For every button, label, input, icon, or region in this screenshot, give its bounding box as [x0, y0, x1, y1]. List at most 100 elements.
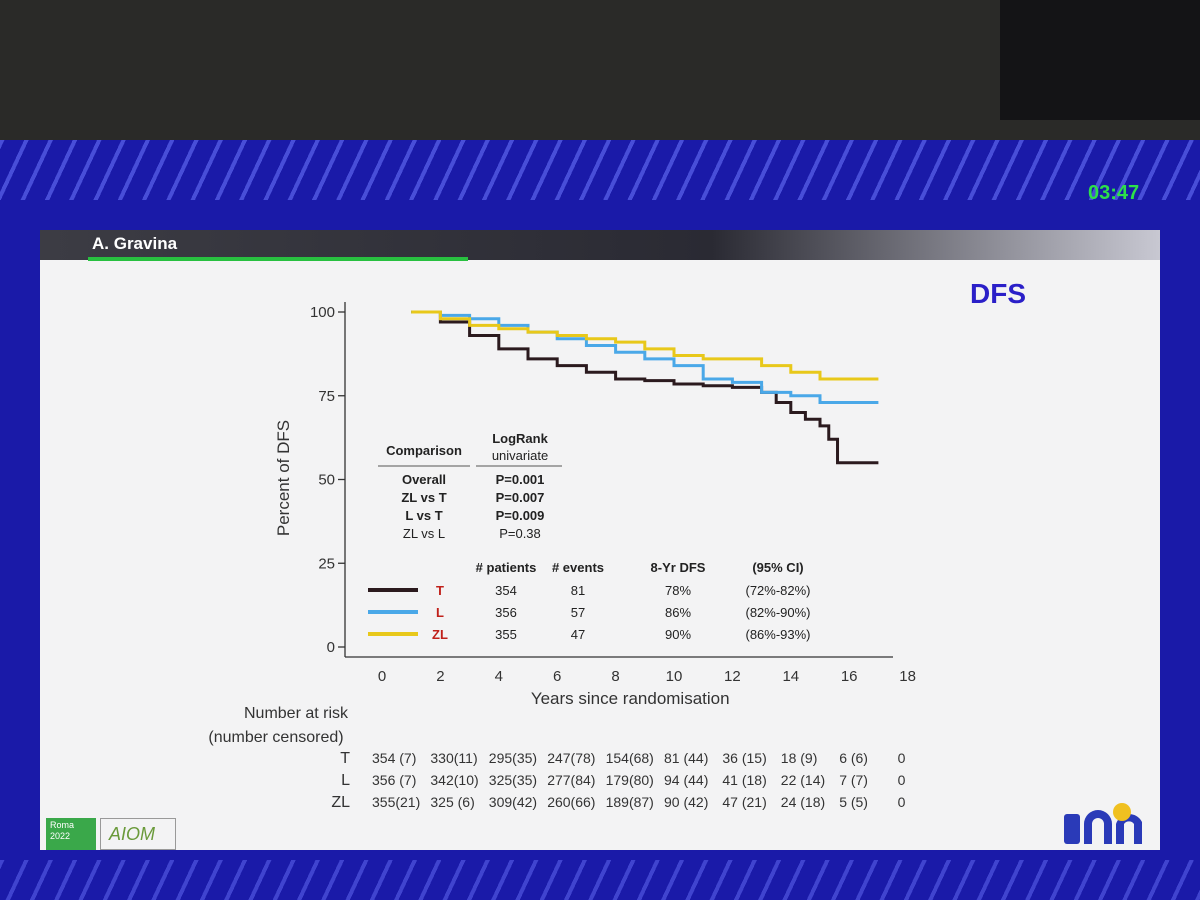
- society-logo: AIOM: [100, 818, 176, 850]
- event-logo: Roma 2022: [46, 818, 96, 850]
- summary-header: 8-Yr DFS: [651, 560, 706, 575]
- x-tick-label: 10: [666, 668, 683, 685]
- comparison-row-label: ZL vs L: [403, 526, 445, 541]
- risk-cell: 247(78): [547, 750, 595, 766]
- risk-cell: 7 (7): [839, 772, 868, 788]
- risk-cell: 0: [898, 794, 906, 810]
- x-tick-label: 2: [436, 668, 444, 685]
- slide-header-bar: [40, 230, 1160, 260]
- comparison-row-pvalue: P=0.007: [496, 490, 545, 505]
- y-tick-label: 100: [310, 304, 335, 321]
- risk-cell: 189(87): [606, 794, 654, 810]
- comparison-header: Comparison: [386, 443, 462, 458]
- y-tick-label: 50: [318, 472, 335, 489]
- y-tick-label: 0: [327, 639, 335, 656]
- risk-subtitle: (number censored): [208, 729, 343, 746]
- chart-curves: [411, 310, 879, 465]
- comparison-row-label: Overall: [402, 472, 446, 487]
- summary-cell: 47: [571, 627, 585, 642]
- x-tick-label: 14: [782, 668, 799, 685]
- y-tick-label: 75: [318, 388, 335, 405]
- legend-label: ZL: [432, 627, 448, 642]
- summary-cell: 78%: [665, 583, 691, 598]
- risk-cell: 47 (21): [722, 794, 766, 810]
- km-curve-l: [411, 310, 879, 404]
- risk-row-label: L: [341, 772, 350, 789]
- chart-axes: 0 25 50 75 100 0 2 4 6 8 10 12 14 16 18 Years since ran…: [274, 302, 916, 708]
- session-timer: 03:47: [1088, 182, 1140, 204]
- x-tick-label: 6: [553, 668, 561, 685]
- risk-title: Number at risk: [244, 705, 349, 722]
- risk-cell: 342(10): [430, 772, 478, 788]
- x-tick-label: 12: [724, 668, 741, 685]
- slide-title: DFS: [970, 278, 1026, 309]
- summary-cell: 356: [495, 605, 517, 620]
- summary-cell: 355: [495, 627, 517, 642]
- decorative-stripes-top: [0, 140, 1200, 200]
- summary-header: # events: [552, 560, 604, 575]
- chart-tables: Comparison LogRank univariate Overall P=0.00…: [368, 431, 811, 642]
- risk-cell: 355(21): [372, 794, 420, 810]
- summary-cell: 81: [571, 583, 585, 598]
- risk-cell: 356 (7): [372, 772, 416, 788]
- summary-cell: 57: [571, 605, 585, 620]
- y-axis-title: Percent of DFS: [274, 420, 293, 536]
- risk-cell: 94 (44): [664, 772, 708, 788]
- risk-cell: 0: [898, 750, 906, 766]
- number-at-risk-table: Number at risk (number censored) T 354 (7) 3…: [208, 705, 905, 811]
- summary-cell: (82%-90%): [745, 605, 810, 620]
- comparison-row-pvalue: P=0.38: [499, 526, 541, 541]
- header-accent-line: [88, 257, 468, 261]
- km-curve-t: [411, 310, 879, 465]
- projection-screen: 03:47 A. Gravina DFS Roma 2022 AIOM: [0, 140, 1200, 900]
- speaker-name: A. Gravina: [92, 234, 178, 253]
- km-curve-zl: [411, 310, 879, 381]
- summary-cell: 86%: [665, 605, 691, 620]
- x-axis-title: Years since randomisation: [531, 689, 730, 708]
- risk-cell: 277(84): [547, 772, 595, 788]
- summary-cell: 354: [495, 583, 517, 598]
- risk-cell: 18 (9): [781, 750, 818, 766]
- logrank-header: LogRank: [492, 431, 548, 446]
- summary-cell: 90%: [665, 627, 691, 642]
- risk-cell: 295(35): [489, 750, 537, 766]
- risk-row-label: ZL: [331, 794, 350, 811]
- legend-label: L: [436, 605, 444, 620]
- risk-cell: 5 (5): [839, 794, 868, 810]
- legend-label: T: [436, 583, 444, 598]
- summary-header: # patients: [476, 560, 537, 575]
- risk-cell: 260(66): [547, 794, 595, 810]
- slide: [40, 230, 1160, 850]
- comparison-row-pvalue: P=0.009: [496, 508, 545, 523]
- decorative-stripes-bottom: [0, 860, 1200, 900]
- risk-cell: 41 (18): [722, 772, 766, 788]
- x-tick-label: 0: [378, 668, 386, 685]
- risk-cell: 24 (18): [781, 794, 825, 810]
- conference-logo-icon: [1064, 803, 1142, 844]
- comparison-row-pvalue: P=0.001: [496, 472, 545, 487]
- x-tick-label: 4: [495, 668, 503, 685]
- risk-cell: 354 (7): [372, 750, 416, 766]
- risk-cell: 90 (42): [664, 794, 708, 810]
- risk-cell: 22 (14): [781, 772, 825, 788]
- x-tick-label: 16: [841, 668, 858, 685]
- summary-header: (95% CI): [752, 560, 803, 575]
- room-background-right: [1000, 0, 1200, 120]
- risk-cell: 325 (6): [430, 794, 474, 810]
- risk-cell: 6 (6): [839, 750, 868, 766]
- comparison-row-label: L vs T: [405, 508, 442, 523]
- summary-cell: (72%-82%): [745, 583, 810, 598]
- risk-cell: 0: [898, 772, 906, 788]
- risk-row-label: T: [340, 750, 350, 767]
- y-tick-label: 25: [318, 555, 335, 572]
- summary-cell: (86%-93%): [745, 627, 810, 642]
- x-tick-label: 8: [611, 668, 619, 685]
- risk-cell: 330(11): [430, 750, 477, 766]
- risk-cell: 154(68): [606, 750, 654, 766]
- risk-cell: 36 (15): [722, 750, 766, 766]
- risk-cell: 309(42): [489, 794, 537, 810]
- univariate-header: univariate: [492, 448, 548, 463]
- risk-cell: 179(80): [606, 772, 654, 788]
- risk-cell: 325(35): [489, 772, 537, 788]
